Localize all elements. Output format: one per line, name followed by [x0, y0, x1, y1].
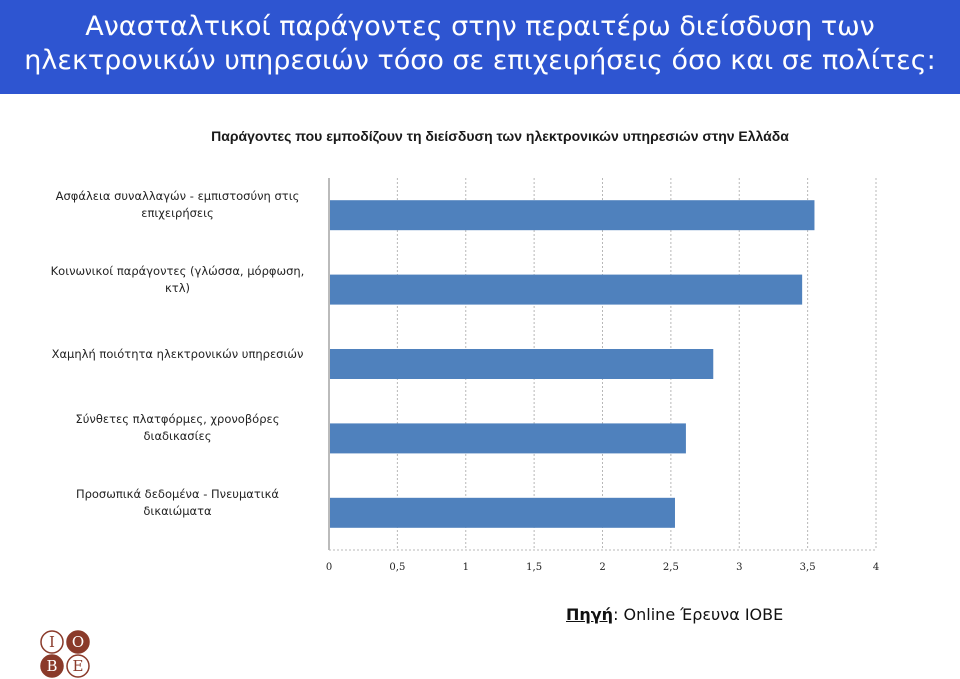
x-tick-label: 0 [326, 562, 332, 573]
slide-header: Ανασταλτικοί παράγοντες στην περαιτέρω δ… [0, 0, 960, 94]
source-label: Πηγή [566, 605, 614, 624]
logo-letter: Ε [73, 657, 84, 675]
bar [330, 423, 686, 454]
source-note: Πηγή: Online Έρευνα ΙΟΒΕ [566, 605, 783, 624]
bar [330, 349, 714, 379]
logo-circle [66, 654, 90, 678]
slide-title-line-2: ηλεκτρονικών υπηρεσιών τόσο σε επιχειρήσ… [24, 45, 936, 76]
category-label: Κοινωνικοί παράγοντες (γλώσσα, μόρφωση, κ… [50, 263, 305, 295]
x-tick-label: 2,5 [663, 562, 679, 573]
logo-letter: Ι [49, 633, 55, 651]
x-tick-label: 4 [873, 562, 879, 573]
logo-letter: Ο [72, 633, 84, 651]
x-tick-label: 1 [463, 562, 469, 573]
logo-circle [40, 654, 64, 678]
slide-title-line-1: Ανασταλτικοί παράγοντες στην περαιτέρω δ… [85, 11, 875, 42]
bar [330, 200, 815, 231]
bar [330, 497, 675, 528]
chart-title: Παράγοντες που εμποδίζουν τη διείσδυση τ… [211, 128, 789, 144]
category-label: Χαμηλή ποιότητα ηλεκτρονικών υπηρεσιών [51, 346, 304, 361]
x-tick-label: 2 [599, 562, 605, 573]
x-tick-label: 1,5 [526, 562, 542, 573]
logo-circle [66, 630, 90, 654]
category-label: Προσωπικά δεδομένα - Πνευματικά δικαιώματ… [75, 486, 280, 518]
x-tick-label: 3,5 [800, 562, 816, 573]
x-axis-ticks: 0 0,5 1 1,5 2 2,5 3 3,5 4 [326, 562, 879, 573]
logo-letter: Β [46, 657, 57, 675]
bar [330, 274, 803, 305]
bars [330, 200, 815, 528]
category-label: Ασφάλεια συναλλαγών - εμπιστοσύνη στις επ… [55, 189, 300, 221]
x-tick-label: 3 [736, 562, 742, 573]
logo-circle [40, 630, 64, 654]
source-text: : Online Έρευνα ΙΟΒΕ [613, 605, 784, 624]
category-label: Σύνθετες πλατφόρμες, χρονοβόρες διαδικασί… [75, 412, 280, 444]
iobe-logo: Ι ΟΒ Ε [40, 630, 90, 678]
x-tick-label: 0,5 [389, 562, 405, 573]
